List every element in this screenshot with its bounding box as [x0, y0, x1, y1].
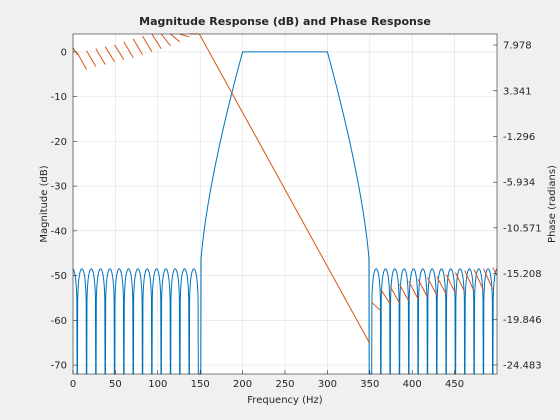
- y-tick-label-left: -30: [51, 182, 67, 193]
- phase-segment: [371, 301, 382, 312]
- phase-segment: [95, 48, 106, 65]
- y-tick-label-left: -40: [51, 226, 67, 237]
- phase-segment: [86, 50, 97, 67]
- phase-segment: [408, 281, 419, 300]
- x-tick-label: 450: [445, 379, 464, 390]
- y-tick-label-left: -10: [51, 92, 67, 103]
- x-tick-label: 300: [318, 379, 337, 390]
- phase-segment: [142, 35, 153, 52]
- x-tick-label: 200: [233, 379, 252, 390]
- phase-segment: [198, 33, 371, 344]
- phase-segment: [492, 267, 498, 276]
- magnitude-series: [72, 51, 498, 375]
- x-tick-label: 0: [70, 379, 76, 390]
- y-tick-label-right: -19.846: [503, 315, 542, 326]
- phase-segment: [427, 277, 438, 296]
- y-axis-label-left: Magnitude (dB): [39, 165, 50, 242]
- phase-segment: [114, 44, 125, 60]
- y-tick-label-right: -15.208: [503, 269, 542, 280]
- phase-segment: [445, 274, 456, 294]
- phase-segment: [170, 33, 181, 43]
- phase-segment: [179, 33, 190, 38]
- y-tick-label-right: -24.483: [503, 360, 542, 371]
- phase-segment: [76, 52, 88, 70]
- chart-title: Magnitude Response (dB) and Phase Respon…: [139, 15, 431, 28]
- y-tick-label-left: -50: [51, 271, 67, 282]
- y-tick-label-right: -1.296: [503, 132, 535, 143]
- y-tick-label-right: 3.341: [503, 86, 532, 97]
- phase-segment: [454, 272, 466, 293]
- phase-segment: [72, 47, 78, 55]
- y-tick-label-right: 7.978: [503, 41, 532, 52]
- y-tick-label-left: -20: [51, 137, 67, 148]
- phase-segment: [417, 279, 428, 298]
- x-tick-label: 250: [275, 379, 294, 390]
- x-tick-label: 400: [403, 379, 422, 390]
- phase-segment: [123, 41, 134, 58]
- phase-segment: [464, 270, 475, 292]
- phase-segment: [104, 46, 115, 62]
- y-tick-label-left: -70: [51, 361, 67, 372]
- x-tick-label: 350: [360, 379, 379, 390]
- x-tick-label: 50: [109, 379, 122, 390]
- ticks: 0 50 100 150 200 250 300 350 400 450 0 -10 -20 -30 -40…: [51, 41, 542, 390]
- phase-series: [72, 33, 498, 344]
- phase-segment: [380, 288, 391, 305]
- y-tick-label-right: -5.934: [503, 178, 535, 189]
- phase-segment: [436, 276, 447, 295]
- phase-segment: [151, 33, 162, 50]
- phase-segment: [160, 33, 171, 47]
- y-tick-label-left: -60: [51, 316, 67, 327]
- phase-segment: [399, 284, 410, 302]
- y-axis-label-right: Phase (radians): [547, 165, 558, 243]
- phase-segment: [482, 268, 494, 290]
- y-tick-label-right: -10.571: [503, 223, 542, 234]
- phase-segment: [473, 269, 484, 291]
- phase-segment: [389, 286, 400, 304]
- phase-segment: [132, 38, 143, 55]
- magnitude-line: [72, 51, 498, 375]
- y-tick-label-left: 0: [61, 47, 67, 58]
- x-tick-label: 150: [191, 379, 210, 390]
- x-axis-label: Frequency (Hz): [247, 395, 323, 406]
- x-tick-label: 100: [148, 379, 167, 390]
